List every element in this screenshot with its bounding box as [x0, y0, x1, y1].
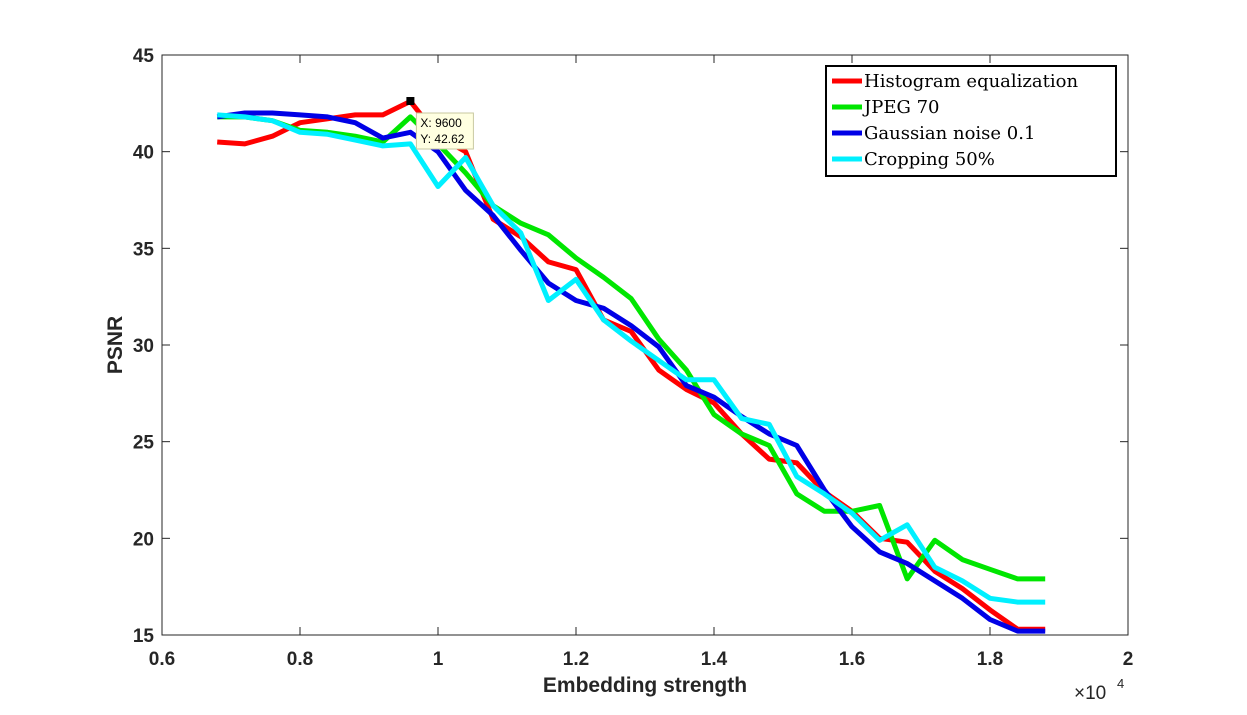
y-tick-label-3: 30	[133, 336, 154, 357]
datatip-x-label: X: 9600	[420, 116, 462, 130]
series-line-2	[216, 110, 1046, 634]
legend-label-3: Cropping 50%	[864, 149, 995, 170]
x-axis-label: Embedding strength	[543, 674, 747, 697]
x-tick-label-2: 1	[433, 649, 444, 670]
x-multiplier: ×10	[1074, 683, 1106, 704]
legend: Histogram equalization JPEG 70 Gaussian …	[825, 65, 1117, 177]
legend-label-1: JPEG 70	[862, 97, 939, 118]
series-lines	[216, 98, 1046, 634]
axis-ticks: 0.6 0.8 1 1.2 1.4 1.6 1.8 2 15 20 25 30 35 40 45	[133, 46, 1133, 670]
series-line-3	[217, 112, 1046, 605]
datatip-y-label: Y: 42.62	[420, 132, 464, 146]
x-tick-label-4: 1.4	[701, 649, 728, 670]
x-tick-label-5: 1.6	[839, 649, 865, 670]
legend-label-0: Histogram equalization	[864, 71, 1078, 92]
y-tick-label-4: 35	[133, 239, 155, 260]
x-tick-label-6: 1.8	[977, 649, 1003, 670]
y-tick-label-0: 15	[133, 626, 155, 647]
y-tick-label-6: 45	[133, 46, 155, 67]
legend-label-2: Gaussian noise 0.1	[864, 123, 1035, 144]
datatip-box	[415, 112, 474, 150]
datatip: X: 9600 Y: 42.62	[406, 97, 474, 150]
x-tick-label-7: 2	[1123, 649, 1134, 670]
y-axis-label: PSNR	[104, 316, 127, 374]
series-line-0	[217, 98, 1046, 632]
x-tick-label-0: 0.6	[149, 649, 175, 670]
y-tick-label-2: 25	[133, 433, 155, 454]
datatip-marker	[406, 97, 415, 106]
x-multiplier-exponent: 4	[1117, 676, 1124, 691]
x-tick-label-1: 0.8	[287, 649, 313, 670]
y-tick-label-1: 20	[133, 529, 154, 550]
x-tick-label-3: 1.2	[563, 649, 589, 670]
series-line-1	[217, 114, 1046, 582]
y-tick-label-5: 40	[133, 143, 154, 164]
x-exponent-label: ×10 4	[1074, 676, 1124, 704]
legend-box	[825, 65, 1117, 177]
